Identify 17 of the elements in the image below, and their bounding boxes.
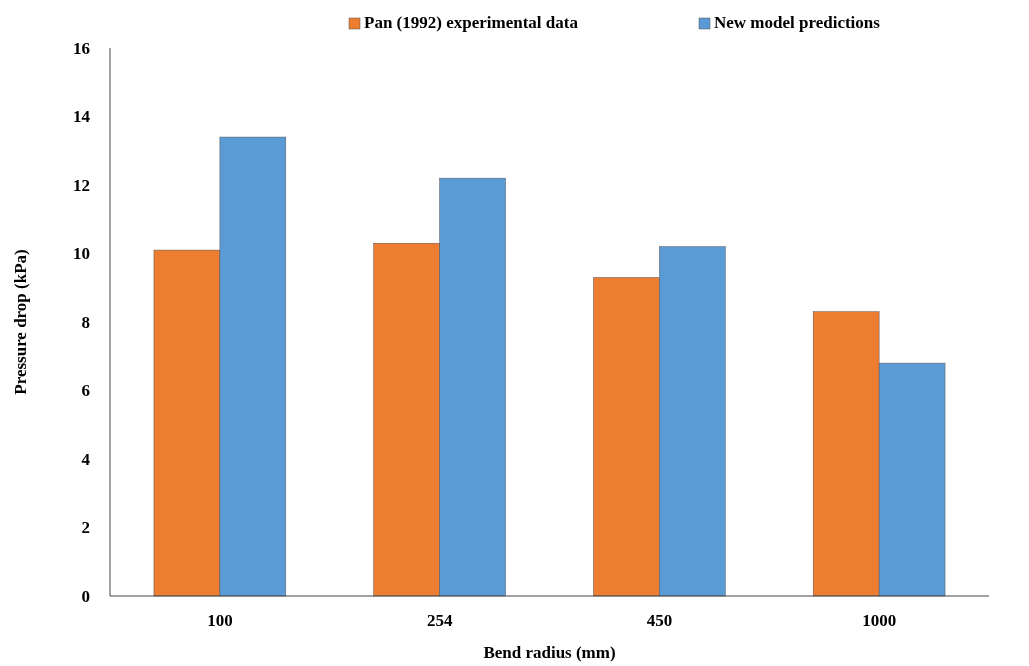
x-tick-label: 1000 [862, 611, 897, 630]
y-tick-label: 0 [81, 586, 90, 606]
x-axis-title: Bend radius (mm) [483, 643, 616, 662]
legend-label: Pan (1992) experimental data [364, 13, 579, 32]
y-tick-label: 8 [81, 312, 90, 332]
y-tick-label: 16 [73, 38, 90, 58]
legend-label: New model predictions [714, 13, 881, 32]
y-tick-label: 12 [73, 175, 90, 195]
y-tick-label: 2 [81, 518, 90, 538]
x-tick-label: 254 [426, 611, 453, 630]
x-tick-label: 450 [646, 611, 673, 630]
y-tick-label: 6 [81, 381, 90, 401]
x-tick-label: 100 [207, 611, 233, 630]
y-tick-label: 4 [81, 449, 91, 469]
y-tick-label: 14 [73, 107, 91, 127]
y-tick-label: 10 [73, 244, 90, 264]
y-axis-title: Pressure drop (kPa) [11, 249, 30, 395]
